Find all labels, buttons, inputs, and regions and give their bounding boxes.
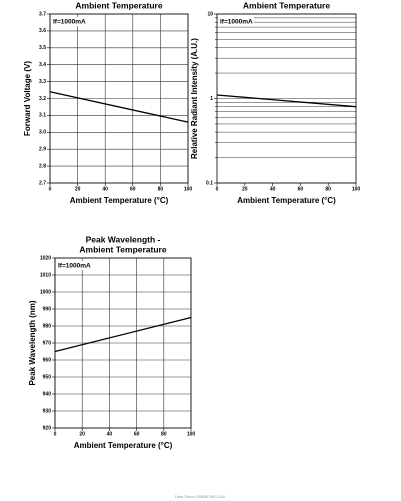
annotation: If=1000mA bbox=[58, 263, 91, 270]
x-tick-label: 0 bbox=[216, 186, 219, 192]
data-line bbox=[54, 316, 192, 353]
x-tick-label: 100 bbox=[352, 186, 361, 192]
y-tick-label: 3.6 bbox=[39, 28, 46, 34]
x-axis-label: Ambient Temperature (°C) bbox=[237, 196, 336, 205]
y-tick-label: 920 bbox=[43, 425, 52, 431]
x-tick-label: 60 bbox=[130, 186, 136, 192]
x-tick-label: 0 bbox=[49, 186, 52, 192]
x-tick-label: 60 bbox=[298, 186, 304, 192]
y-tick-label: 930 bbox=[43, 408, 52, 414]
x-tick-label: 20 bbox=[79, 431, 85, 437]
x-tick-label: 20 bbox=[242, 186, 248, 192]
x-tick-label: 60 bbox=[134, 431, 140, 437]
y-tick-label: 0.1 bbox=[206, 180, 213, 186]
chart-title: Ambient Temperature bbox=[75, 0, 162, 10]
x-tick-label: 40 bbox=[270, 186, 276, 192]
y-tick-label: 990 bbox=[43, 306, 52, 312]
y-tick-label: 3.1 bbox=[39, 113, 46, 119]
data-line bbox=[49, 91, 189, 123]
chart-title: Peak Wavelength - bbox=[86, 234, 161, 244]
y-axis-label: Forward Voltage (V) bbox=[23, 61, 32, 136]
y-tick-label: 1 bbox=[210, 96, 213, 102]
y-tick-label: 1010 bbox=[40, 272, 51, 278]
x-tick-label: 0 bbox=[54, 431, 57, 437]
y-tick-label: 1020 bbox=[40, 255, 51, 261]
data-line bbox=[216, 94, 357, 108]
plot-frame bbox=[54, 257, 192, 429]
annotation: If=1000mA bbox=[220, 19, 253, 26]
x-axis-label: Ambient Temperature (°C) bbox=[74, 441, 173, 450]
y-tick-label: 3.0 bbox=[39, 130, 46, 136]
y-tick-label: 2.7 bbox=[39, 180, 46, 186]
x-tick-label: 80 bbox=[158, 186, 164, 192]
y-tick-label: 3.5 bbox=[39, 45, 46, 51]
x-tick-label: 100 bbox=[184, 186, 193, 192]
y-tick-label: 3.7 bbox=[39, 11, 46, 17]
y-tick-label: 3.2 bbox=[39, 96, 46, 102]
y-tick-label: 940 bbox=[43, 391, 52, 397]
y-tick-label: 10 bbox=[207, 11, 213, 17]
annotation-bg bbox=[56, 261, 92, 270]
annotation: If=1000mA bbox=[53, 19, 86, 26]
x-axis-label: Ambient Temperature (°C) bbox=[70, 196, 169, 205]
y-tick-label: 970 bbox=[43, 340, 52, 346]
y-tick-label: 2.9 bbox=[39, 147, 46, 153]
annotation-bg bbox=[218, 17, 254, 26]
y-tick-label: 950 bbox=[43, 374, 52, 380]
x-tick-label: 40 bbox=[102, 186, 108, 192]
chart-title: Ambient Temperature bbox=[243, 0, 330, 10]
plot-frame bbox=[49, 13, 189, 184]
chart-title: Ambient Temperature bbox=[79, 244, 166, 254]
footer: Data Sheet SMBBFM5-1100 bbox=[175, 494, 226, 499]
y-tick-label: 3.3 bbox=[39, 79, 46, 85]
y-axis-label: Peak Wavelength (nm) bbox=[28, 300, 37, 385]
x-tick-label: 100 bbox=[187, 431, 196, 437]
y-axis-label: Relative Radiant Intensity (A.U.) bbox=[190, 38, 199, 159]
x-tick-label: 20 bbox=[75, 186, 81, 192]
annotation-bg bbox=[51, 17, 87, 26]
y-tick-label: 1000 bbox=[40, 289, 51, 295]
plot-frame bbox=[216, 13, 357, 184]
x-tick-label: 80 bbox=[325, 186, 331, 192]
y-tick-label: 980 bbox=[43, 323, 52, 329]
x-tick-label: 80 bbox=[161, 431, 167, 437]
y-tick-label: 3.4 bbox=[39, 62, 46, 68]
y-tick-label: 960 bbox=[43, 357, 52, 363]
y-tick-label: 2.8 bbox=[39, 163, 46, 169]
x-tick-label: 40 bbox=[107, 431, 113, 437]
